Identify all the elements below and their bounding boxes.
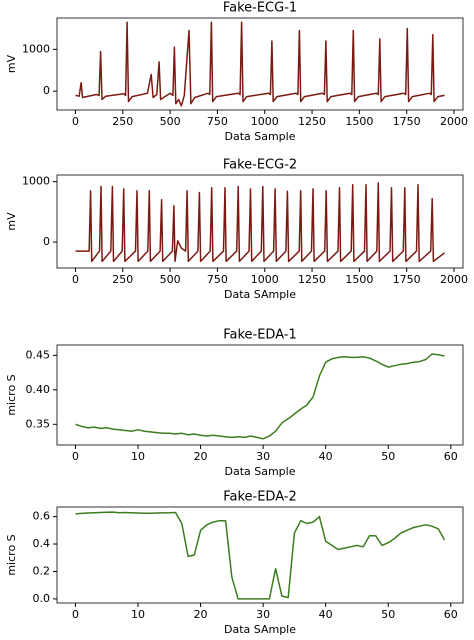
data-line — [75, 182, 445, 263]
x-tick-label: 0 — [72, 450, 79, 463]
x-tick-label: 10 — [131, 450, 145, 463]
x-tick-label: 1500 — [345, 273, 373, 286]
data-line — [75, 511, 446, 600]
chart-title: Fake-EDA-2 — [223, 490, 297, 505]
x-axis-label: Data Sample — [224, 130, 295, 143]
x-tick-label: 2000 — [440, 273, 468, 286]
y-tick-label: 0.6 — [33, 510, 51, 523]
x-tick-label: 750 — [207, 115, 228, 128]
y-axis-label: micro S — [5, 374, 18, 415]
x-tick-label: 750 — [207, 273, 228, 286]
plot-frame — [56, 174, 464, 269]
x-tick-label: 10 — [131, 608, 145, 621]
x-tick-label: 20 — [194, 450, 208, 463]
x-tick-label: 1250 — [298, 115, 326, 128]
y-tick-label: 0.0 — [33, 592, 51, 605]
x-tick-label: 1750 — [393, 115, 421, 128]
x-tick-label: 500 — [160, 115, 181, 128]
y-tick-label: 0.4 — [33, 537, 51, 550]
plot-frame — [56, 344, 464, 446]
x-tick-label: 30 — [256, 608, 270, 621]
plot-frame — [56, 506, 464, 604]
y-tick-label: 0.40 — [26, 383, 51, 396]
x-axis-label: Data Sample — [224, 465, 295, 478]
y-tick-label: 0.35 — [26, 417, 51, 430]
x-tick-label: 50 — [381, 450, 395, 463]
x-tick-label: 500 — [160, 273, 181, 286]
chart-title: Fake-ECG-1 — [223, 1, 297, 16]
y-tick-label: 0.2 — [33, 564, 51, 577]
x-tick-label: 250 — [112, 273, 133, 286]
x-tick-label: 250 — [112, 115, 133, 128]
y-tick-label: 0 — [43, 235, 50, 248]
chart-title: Fake-EDA-1 — [223, 328, 297, 343]
x-tick-label: 2000 — [440, 115, 468, 128]
x-axis-label: Data SAmple — [224, 288, 296, 301]
x-axis-label: Data SAmple — [224, 623, 296, 636]
x-tick-label: 0 — [72, 273, 79, 286]
x-tick-label: 1000 — [251, 115, 279, 128]
x-tick-label: 40 — [319, 450, 333, 463]
y-tick-label: 0 — [43, 84, 50, 97]
x-tick-label: 1750 — [393, 273, 421, 286]
y-axis-label: mV — [5, 54, 18, 73]
y-tick-label: 1000 — [22, 42, 50, 55]
y-tick-label: 1000 — [22, 175, 50, 188]
x-tick-label: 60 — [444, 450, 458, 463]
x-tick-label: 1250 — [298, 273, 326, 286]
x-tick-label: 1000 — [251, 273, 279, 286]
plot-frame — [56, 17, 464, 111]
x-tick-label: 50 — [381, 608, 395, 621]
data-line — [75, 21, 445, 107]
y-axis-label: mV — [5, 212, 18, 231]
data-line — [75, 353, 445, 440]
chart-title: Fake-ECG-2 — [223, 158, 297, 173]
x-tick-label: 1500 — [345, 115, 373, 128]
x-tick-label: 30 — [256, 450, 270, 463]
y-tick-label: 0.45 — [26, 348, 51, 361]
x-tick-label: 20 — [194, 608, 208, 621]
x-tick-label: 60 — [444, 608, 458, 621]
x-tick-label: 40 — [319, 608, 333, 621]
x-tick-label: 0 — [72, 115, 79, 128]
x-tick-label: 0 — [72, 608, 79, 621]
y-axis-label: micro S — [5, 534, 18, 575]
